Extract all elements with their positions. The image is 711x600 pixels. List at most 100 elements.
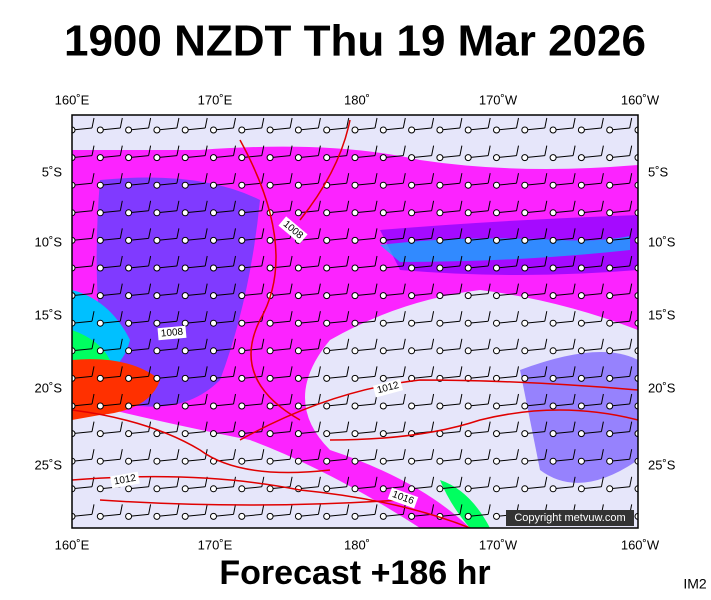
barb-feather (629, 366, 633, 377)
station (323, 209, 331, 217)
barb-feather (572, 283, 576, 294)
station (294, 430, 302, 438)
image-id: IM2 (683, 576, 707, 592)
station (379, 154, 387, 162)
barb (637, 433, 638, 434)
station (96, 374, 104, 382)
barb-feather (402, 366, 406, 377)
barb-feather (658, 504, 660, 514)
station (266, 264, 274, 272)
station (379, 430, 387, 438)
station (266, 154, 274, 162)
station (549, 402, 557, 410)
barb-feather (629, 117, 633, 129)
isobar-value: 1012 (113, 473, 137, 488)
barb (637, 405, 638, 406)
station (379, 264, 387, 272)
barb-feather (289, 366, 293, 377)
barb (637, 129, 638, 130)
station (125, 209, 133, 217)
barb-feather (374, 476, 378, 487)
station (96, 154, 104, 162)
left-lat-label: 15˚S (35, 307, 63, 322)
station (493, 292, 500, 300)
station (464, 181, 472, 189)
station (436, 154, 444, 162)
barb-feather (346, 283, 350, 294)
barb-feather (317, 255, 321, 267)
station (238, 236, 246, 244)
isobar-value: 1008 (160, 327, 184, 340)
station (436, 264, 444, 272)
station (521, 319, 529, 327)
barb-feather (600, 421, 604, 432)
station (464, 209, 472, 217)
station (181, 126, 189, 134)
isobar-label-box (278, 216, 308, 244)
barb-feather (233, 228, 236, 239)
barb-feather (204, 311, 208, 322)
barb-feather (91, 283, 95, 294)
station (96, 485, 104, 493)
barb-feather (119, 504, 123, 515)
barb-feather (658, 146, 660, 156)
barb-feather (233, 366, 236, 377)
barb-feather (148, 393, 152, 405)
barb-feather (176, 421, 180, 432)
station (549, 485, 557, 493)
station (493, 402, 500, 410)
barb-feather (119, 366, 123, 377)
barb-feather (572, 255, 576, 267)
barb-feather (204, 393, 208, 405)
barb-feather (459, 200, 463, 211)
barb-feather (289, 255, 293, 267)
barb-feather (402, 504, 406, 515)
station (493, 181, 500, 189)
barb-feather (600, 173, 604, 184)
barb-feather (204, 200, 208, 211)
station (210, 430, 217, 438)
barb-feather (176, 449, 180, 460)
station (153, 319, 161, 327)
barb-feather (544, 173, 548, 184)
barb-feather (289, 504, 293, 515)
barb-feather (572, 393, 576, 405)
barb-feather (289, 173, 293, 184)
barb-feather (402, 311, 406, 322)
station (408, 347, 416, 355)
barb-feather (233, 173, 236, 184)
station (153, 209, 161, 217)
station (294, 512, 302, 520)
barb-feather (487, 228, 491, 239)
station (266, 430, 274, 438)
station (493, 374, 500, 382)
barb-feather (431, 421, 435, 432)
barb-feather (658, 256, 660, 266)
barb-feather (544, 283, 548, 294)
station (521, 457, 529, 465)
station (521, 485, 529, 493)
barb-feather (459, 117, 463, 129)
barb-feather (516, 393, 519, 405)
barb-feather (204, 228, 208, 239)
station (323, 457, 331, 465)
barb-feather (600, 338, 604, 349)
station (351, 292, 359, 300)
station (210, 126, 217, 134)
station (606, 430, 614, 438)
barb-feather (204, 504, 208, 515)
station (549, 181, 557, 189)
station (294, 209, 302, 217)
station (96, 402, 104, 410)
station (464, 347, 472, 355)
barb-feather (658, 339, 660, 349)
station (408, 512, 416, 520)
station (379, 347, 387, 355)
station (464, 264, 472, 272)
right-lat-label: 10˚S (648, 234, 676, 249)
barb-feather (346, 145, 350, 156)
barb-feather (148, 476, 152, 487)
left-lat-label: 10˚S (35, 234, 63, 249)
barb-feather (487, 145, 491, 156)
station (464, 512, 472, 520)
